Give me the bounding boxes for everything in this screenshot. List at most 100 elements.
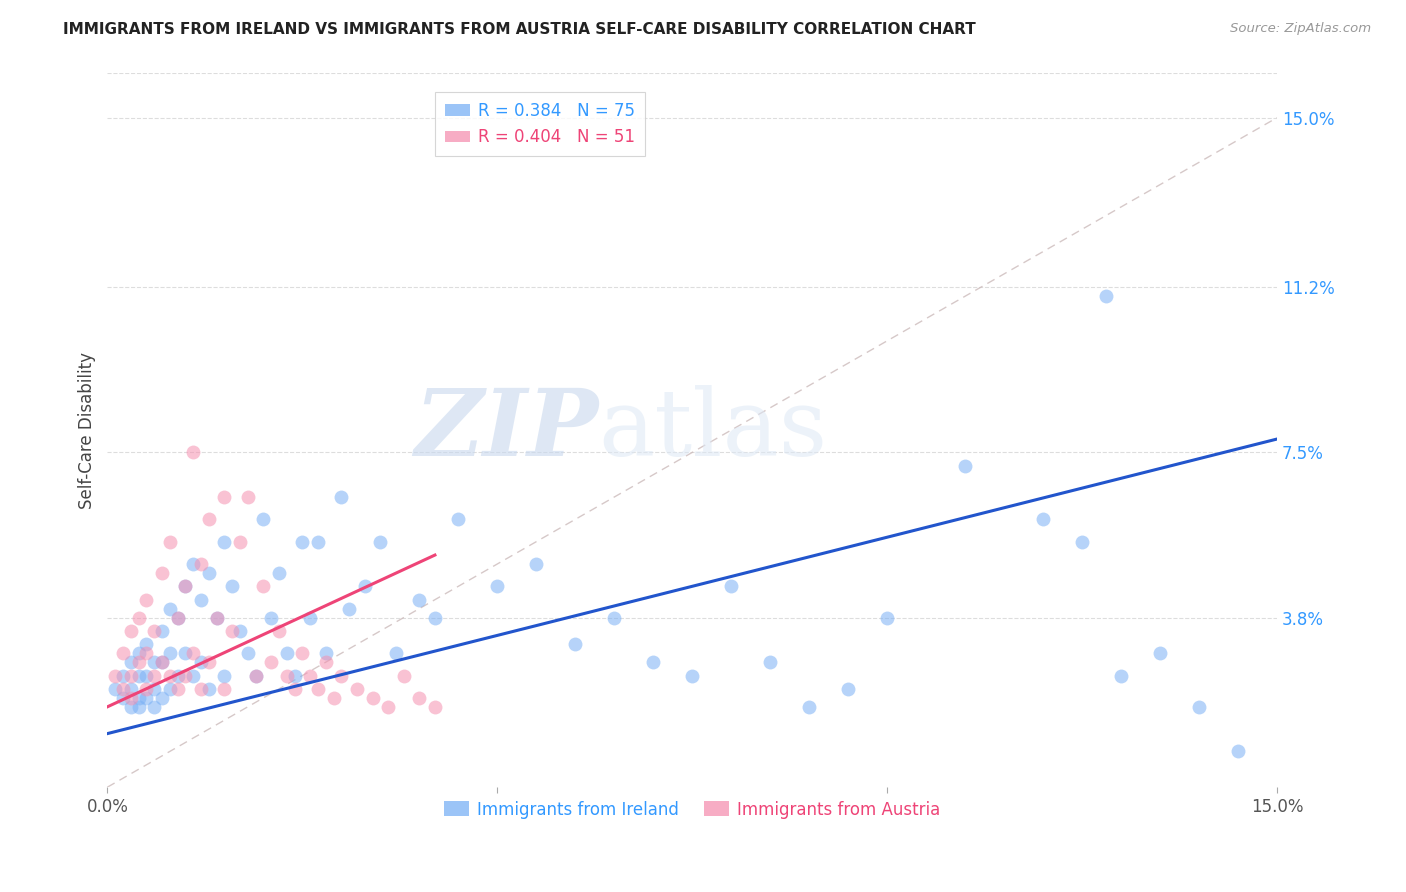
Point [190,681,212,696]
Point [1109,668,1132,682]
Point [307,534,329,549]
Point [291,646,314,660]
Point [1188,699,1211,714]
Point [953,458,976,473]
Point [159,668,181,682]
Point [104,668,127,682]
Point [1071,534,1094,549]
Point [128,690,150,705]
Point [385,646,408,660]
Y-axis label: Self-Care Disability: Self-Care Disability [79,351,96,508]
Point [267,624,290,638]
Point [214,681,236,696]
Point [159,681,181,696]
Point [245,668,267,682]
Point [150,566,173,580]
Point [377,699,399,714]
Point [447,512,470,526]
Point [330,490,353,504]
Point [276,668,298,682]
Point [166,681,188,696]
Point [181,445,204,459]
Point [174,579,197,593]
Legend: Immigrants from Ireland, Immigrants from Austria: Immigrants from Ireland, Immigrants from… [437,794,948,825]
Point [166,610,188,624]
Point [174,668,197,682]
Point [283,668,305,682]
Point [197,566,219,580]
Point [174,646,197,660]
Point [150,690,173,705]
Point [423,699,446,714]
Point [143,681,166,696]
Point [120,681,142,696]
Point [315,646,337,660]
Point [111,681,134,696]
Point [229,534,252,549]
Point [603,610,626,624]
Point [876,610,898,624]
Point [197,512,219,526]
Point [143,699,166,714]
Point [190,592,212,607]
Point [128,699,150,714]
Point [315,655,337,669]
Point [150,624,173,638]
Point [104,681,127,696]
Point [260,610,283,624]
Point [252,579,274,593]
Point [1227,744,1250,758]
Point [159,534,181,549]
Point [720,579,742,593]
Point [221,579,243,593]
Point [276,646,298,660]
Point [159,646,181,660]
Point [1094,289,1116,303]
Point [681,668,703,682]
Point [143,624,166,638]
Point [423,610,446,624]
Point [120,668,142,682]
Point [214,668,236,682]
Point [260,655,283,669]
Text: atlas: atlas [599,385,828,475]
Point [408,690,430,705]
Point [150,655,173,669]
Point [214,534,236,549]
Point [392,668,415,682]
Point [120,699,142,714]
Point [221,624,243,638]
Point [346,681,368,696]
Text: Source: ZipAtlas.com: Source: ZipAtlas.com [1230,22,1371,36]
Text: ZIP: ZIP [415,385,599,475]
Point [181,646,204,660]
Point [159,601,181,615]
Point [128,610,150,624]
Point [236,646,259,660]
Point [143,655,166,669]
Point [197,681,219,696]
Point [799,699,821,714]
Point [205,610,228,624]
Point [205,610,228,624]
Point [330,668,353,682]
Point [135,646,157,660]
Point [1149,646,1171,660]
Point [267,566,290,580]
Point [166,610,188,624]
Point [128,655,150,669]
Point [120,624,142,638]
Point [229,624,252,638]
Point [143,668,166,682]
Point [111,668,134,682]
Point [322,690,344,705]
Point [197,655,219,669]
Point [190,655,212,669]
Point [486,579,509,593]
Point [524,557,547,571]
Point [353,579,375,593]
Point [120,690,142,705]
Point [135,690,157,705]
Point [181,557,204,571]
Point [214,490,236,504]
